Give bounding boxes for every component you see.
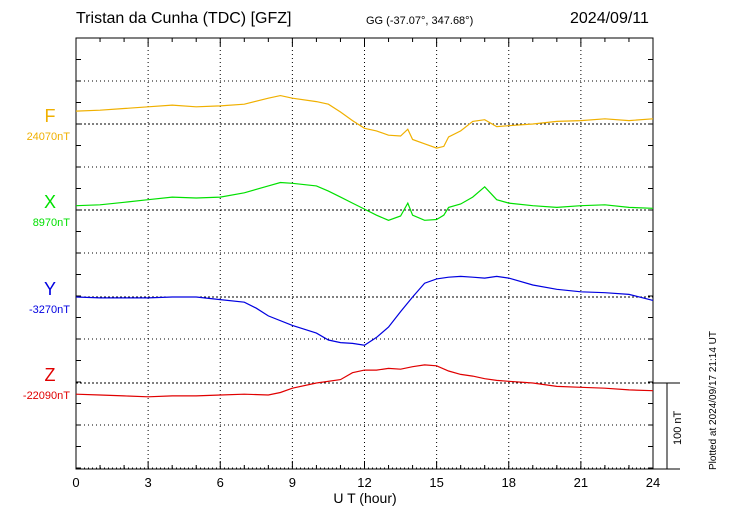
x-tick-label: 12	[357, 475, 371, 490]
x-tick-label: 9	[289, 475, 296, 490]
series-name-F: F	[45, 106, 56, 126]
series-labels: F 24070nT X 8970nT Y -3270nT Z -22090nT	[23, 106, 70, 402]
grid-lines	[76, 38, 653, 469]
scale-bar-label: 100 nT	[672, 410, 684, 445]
chart-date: 2024/09/11	[570, 10, 649, 27]
series-name-Z: Z	[45, 365, 56, 385]
series-line-X	[75, 181, 654, 221]
series-baseline-Y: -3270nT	[29, 304, 70, 316]
series-line-Y	[75, 275, 654, 346]
station-title: Tristan da Cunha (TDC) [GFZ]	[76, 10, 292, 27]
series-name-Y: Y	[44, 279, 56, 299]
scale-bar	[653, 382, 680, 470]
x-tick-label: 21	[574, 475, 588, 490]
x-tick-label: 24	[646, 475, 660, 490]
x-axis-label: U T (hour)	[333, 490, 396, 506]
x-tick-labels: 0 3 6 9 12 15 18 21 24	[72, 475, 660, 490]
x-tick-label: 18	[502, 475, 516, 490]
axis-ticks	[75, 37, 654, 469]
series-line-F	[75, 94, 654, 149]
baseline-lines	[76, 123, 653, 384]
series-name-X: X	[44, 192, 56, 212]
series-baseline-Z: -22090nT	[23, 390, 70, 402]
series-lines	[75, 94, 654, 398]
x-tick-label: 6	[217, 475, 224, 490]
series-line-Z	[75, 364, 654, 398]
series-baseline-F: 24070nT	[27, 131, 71, 143]
x-tick-label: 0	[72, 475, 79, 490]
x-tick-label: 3	[145, 475, 152, 490]
series-baseline-X: 8970nT	[33, 217, 71, 229]
plotted-note: Plotted at 2024/09/17 21:14 UT	[708, 331, 719, 470]
x-tick-label: 15	[429, 475, 443, 490]
station-coords: GG (-37.07°, 347.68°)	[366, 15, 474, 27]
